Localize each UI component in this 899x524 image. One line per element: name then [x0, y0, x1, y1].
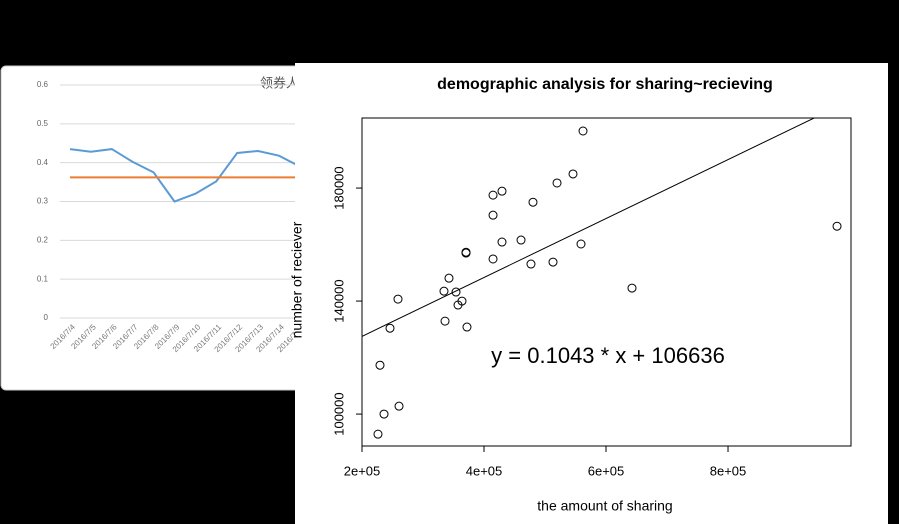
line-series: [69, 148, 295, 203]
point: [568, 169, 578, 179]
point: [440, 316, 450, 326]
point: [375, 360, 385, 370]
y-tick-label: 0.4: [37, 158, 49, 167]
y-tick-label: 0.1: [37, 274, 49, 283]
x-tick-label: 4e+05: [466, 463, 503, 478]
point: [516, 235, 526, 245]
y-tick-label: 0.3: [37, 197, 49, 206]
y-tick-label: 0.2: [37, 235, 49, 244]
point: [497, 186, 507, 196]
point: [488, 210, 498, 220]
y-tick-label: 0.5: [37, 119, 49, 128]
x-tick-label: 8e+05: [710, 463, 747, 478]
chart-title: demographic analysis for sharing~recievi…: [437, 76, 773, 93]
point: [497, 237, 507, 247]
point: [461, 248, 471, 258]
point: [451, 287, 461, 297]
point: [627, 283, 637, 293]
point: [552, 178, 562, 188]
x-tick-label: 6e+05: [588, 463, 625, 478]
y-tick-label: 140000: [331, 279, 346, 322]
panel: [295, 63, 888, 524]
scatter-panel: demographic analysis for sharing~recievi…: [289, 63, 888, 524]
point: [488, 254, 498, 264]
point: [526, 259, 536, 269]
annotation: y = 0.1043 * x + 106636: [491, 343, 725, 368]
point: [394, 401, 404, 411]
point: [528, 197, 538, 207]
point: [548, 257, 558, 267]
point: [488, 190, 498, 200]
point: [379, 409, 389, 419]
point: [373, 429, 383, 439]
chart-title: 领券人: [260, 75, 299, 90]
point: [439, 286, 449, 296]
point: [393, 294, 403, 304]
point: [385, 323, 395, 333]
point: [832, 221, 842, 231]
x-tick-label: 2e+05: [344, 463, 381, 478]
y-tick-label: 180000: [331, 166, 346, 209]
x-axis-label: the amount of sharing: [537, 498, 672, 514]
y-tick-label: 0.6: [37, 80, 49, 89]
point: [444, 273, 454, 283]
point: [462, 322, 472, 332]
y-tick-label: 0: [44, 313, 49, 322]
fit-line: [362, 118, 815, 337]
panel: [0, 65, 295, 391]
y-axis-label: number of reciever: [289, 221, 305, 338]
point: [578, 126, 588, 136]
point: [453, 300, 463, 310]
line-panel: 领券人 00.10.20.30.40.50.62016/7/42016/7/52…: [0, 65, 299, 391]
point: [576, 239, 586, 249]
y-tick-label: 100000: [331, 392, 346, 435]
